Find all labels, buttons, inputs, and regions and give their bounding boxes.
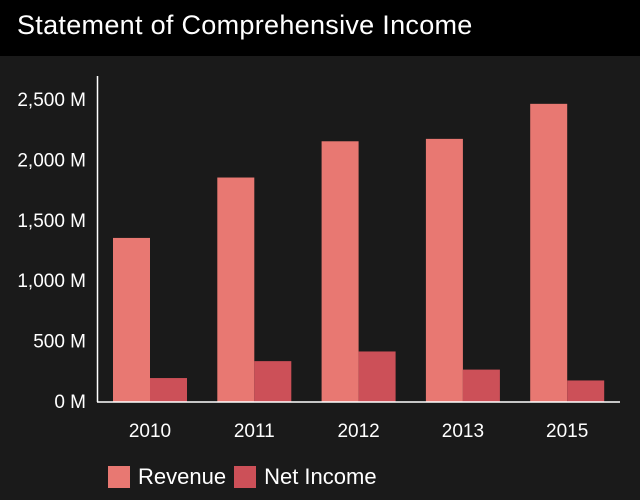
bar-revenue-2015 <box>530 103 568 402</box>
bar-revenue-2012 <box>321 141 359 402</box>
legend-label-net-income: Net Income <box>264 464 377 489</box>
chart-title: Statement of Comprehensive Income <box>17 10 473 40</box>
x-tick-label: 2011 <box>234 421 275 442</box>
revenue-swatch <box>108 466 130 488</box>
net-income-swatch <box>234 466 257 488</box>
bar-revenue-2013 <box>425 138 463 402</box>
legend: Revenue Net Income <box>108 462 385 492</box>
legend-item-revenue: Revenue <box>108 464 226 490</box>
title-bar: Statement of Comprehensive Income <box>0 0 640 56</box>
bar-net-income-2011 <box>254 361 292 402</box>
legend-item-net-income: Net Income <box>234 464 377 490</box>
legend-label-revenue: Revenue <box>138 464 227 489</box>
y-tick-label: 500 M <box>33 332 86 353</box>
x-tick-label: 2010 <box>129 421 171 442</box>
bar-net-income-2010 <box>150 378 187 402</box>
bar-net-income-2015 <box>567 380 605 402</box>
x-labels-group: 2010 2011 2012 2013 2015 <box>129 421 588 442</box>
y-tick-label: 2,500 M <box>17 90 86 111</box>
bars-group <box>113 103 605 402</box>
bar-revenue-2011 <box>217 177 255 402</box>
bar-net-income-2012 <box>358 351 396 402</box>
y-tick-label: 0 M <box>54 392 86 413</box>
y-ticks-group: 0 M 500 M 1,000 M 1,500 M 2,000 M 2,500 M <box>17 90 86 413</box>
y-tick-label: 1,000 M <box>17 271 86 292</box>
x-tick-label: 2013 <box>442 421 484 442</box>
y-tick-label: 2,000 M <box>17 150 86 171</box>
bar-net-income-2013 <box>462 369 500 402</box>
bar-revenue-2010 <box>113 237 150 402</box>
y-tick-label: 1,500 M <box>17 211 86 232</box>
bar-chart: 0 M 500 M 1,000 M 1,500 M 2,000 M 2,500 M 201… <box>17 76 620 442</box>
x-tick-label: 2015 <box>546 421 588 442</box>
x-tick-label: 2012 <box>337 421 379 442</box>
